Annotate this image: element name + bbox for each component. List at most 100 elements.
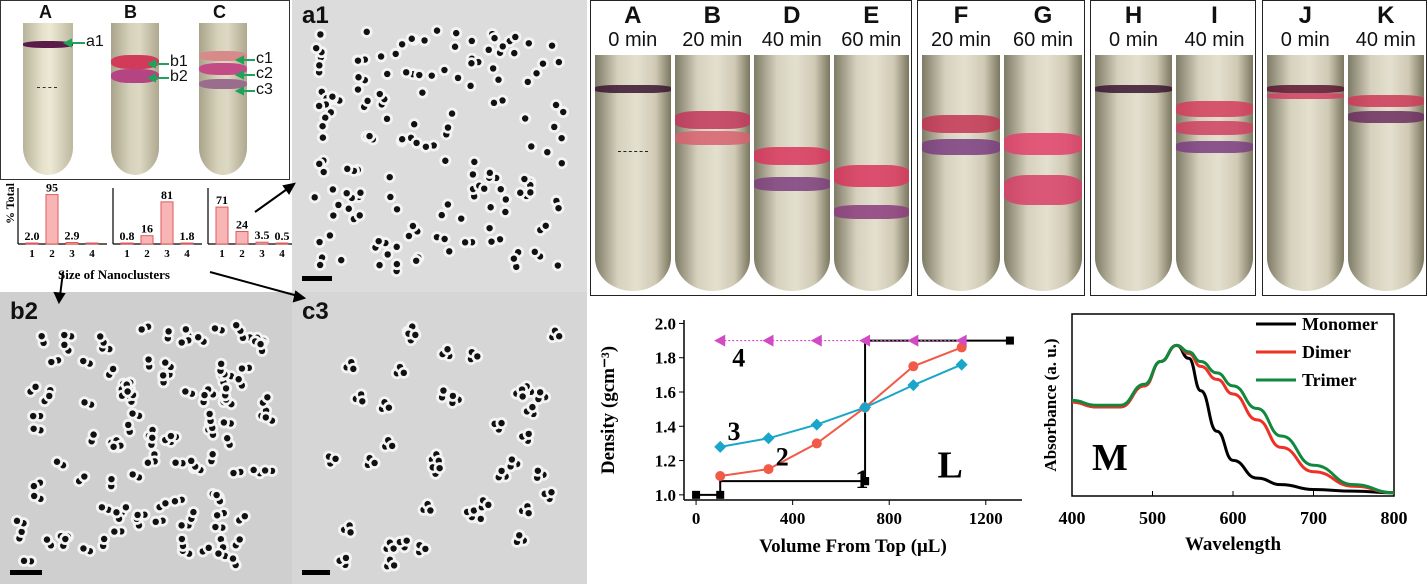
particle <box>519 393 526 400</box>
particle <box>250 466 257 474</box>
particle <box>97 333 104 340</box>
particle <box>343 190 350 197</box>
particle <box>444 201 452 208</box>
particle <box>213 512 221 519</box>
tube-photo-time: 60 min <box>841 29 902 51</box>
hist-bar-label: 95 <box>46 182 58 195</box>
particle <box>497 185 504 193</box>
tem-b2-particles <box>10 319 279 572</box>
particle <box>261 467 269 474</box>
tube-photo-letter: J <box>1298 2 1312 29</box>
chart-L-series-label: 2 <box>776 443 789 472</box>
particle <box>165 328 172 335</box>
particle <box>517 189 524 196</box>
particle <box>488 238 495 245</box>
sediment-band <box>1347 111 1424 123</box>
particle <box>508 456 516 463</box>
particle <box>419 89 426 96</box>
particle <box>149 426 156 434</box>
particle <box>555 58 563 66</box>
small-tube-pointers <box>62 38 255 96</box>
particle <box>233 321 240 329</box>
particle <box>393 243 400 251</box>
hist-bar-label: 2.9 <box>65 228 80 242</box>
particle <box>30 425 37 432</box>
particle <box>403 537 410 544</box>
particle <box>61 341 68 349</box>
particle <box>241 512 249 520</box>
chart-L-point <box>692 490 701 499</box>
chart-L-ytick: 2.0 <box>655 314 676 333</box>
particle <box>544 148 551 156</box>
sediment-band <box>833 205 909 219</box>
hist-tick: 1 <box>29 248 35 260</box>
chart-L-xtick: 1200 <box>969 509 1003 528</box>
chart-L-point <box>810 334 822 347</box>
tem-a1-particles <box>308 24 570 278</box>
particle <box>444 346 451 353</box>
particle <box>217 360 225 368</box>
particle <box>209 451 216 458</box>
particle <box>312 44 320 52</box>
particle <box>548 489 555 496</box>
particle <box>468 60 475 67</box>
tem-c3-image: c3 <box>292 292 587 584</box>
tube-photo <box>833 55 909 291</box>
particle <box>383 115 391 123</box>
small-tube-b <box>111 23 159 175</box>
particle <box>542 222 549 229</box>
particle <box>555 204 562 212</box>
chart-M-panel-label: M <box>1092 437 1128 479</box>
hist-bar-label: 1.8 <box>180 229 195 243</box>
tem-b2-label: b2 <box>10 298 39 325</box>
particle <box>436 464 443 472</box>
particle <box>355 74 362 81</box>
particle <box>385 404 393 411</box>
chart-M-svg: 400 500 600 700 800 Wavelength Absorbance (a. … <box>1041 313 1408 555</box>
particle <box>320 168 327 176</box>
particle <box>400 369 407 377</box>
hist-bar-label: 2.0 <box>25 229 40 243</box>
chart-M-xtick: 700 <box>1300 508 1327 528</box>
particle <box>471 158 478 166</box>
particle <box>32 383 39 391</box>
particle <box>205 544 212 552</box>
chart-L-point <box>955 358 968 371</box>
particle <box>311 194 318 201</box>
particle <box>13 517 21 525</box>
particle <box>18 528 25 536</box>
particle <box>512 33 519 41</box>
particle <box>524 78 531 86</box>
particle <box>525 40 533 47</box>
particle <box>190 508 197 516</box>
particle <box>390 562 398 569</box>
tem-b2-image: b2 <box>0 292 292 584</box>
particle <box>220 419 228 426</box>
particle <box>513 263 520 271</box>
particle <box>357 189 364 196</box>
chart-L-series-label: 1 <box>855 465 868 494</box>
particle <box>257 340 264 348</box>
chart-L-point <box>861 477 870 486</box>
particle <box>322 114 329 121</box>
tube-photo <box>1176 55 1253 291</box>
particle <box>470 507 478 514</box>
chart-L-point <box>955 334 967 347</box>
particle <box>319 122 326 130</box>
particle <box>345 205 352 212</box>
particle <box>441 235 448 243</box>
particle <box>90 431 97 438</box>
hist-tick: 3 <box>259 248 265 260</box>
particle <box>53 458 61 465</box>
particle <box>533 70 540 77</box>
chart-L-point <box>762 334 774 347</box>
particle <box>412 257 420 264</box>
chart-L-point <box>714 334 726 347</box>
particle <box>98 504 106 511</box>
hist-tick: 4 <box>89 248 95 260</box>
chart-L-point <box>810 418 823 431</box>
particle <box>129 471 136 478</box>
chart-L-ytick: 1.4 <box>655 417 677 436</box>
particle <box>413 139 420 147</box>
